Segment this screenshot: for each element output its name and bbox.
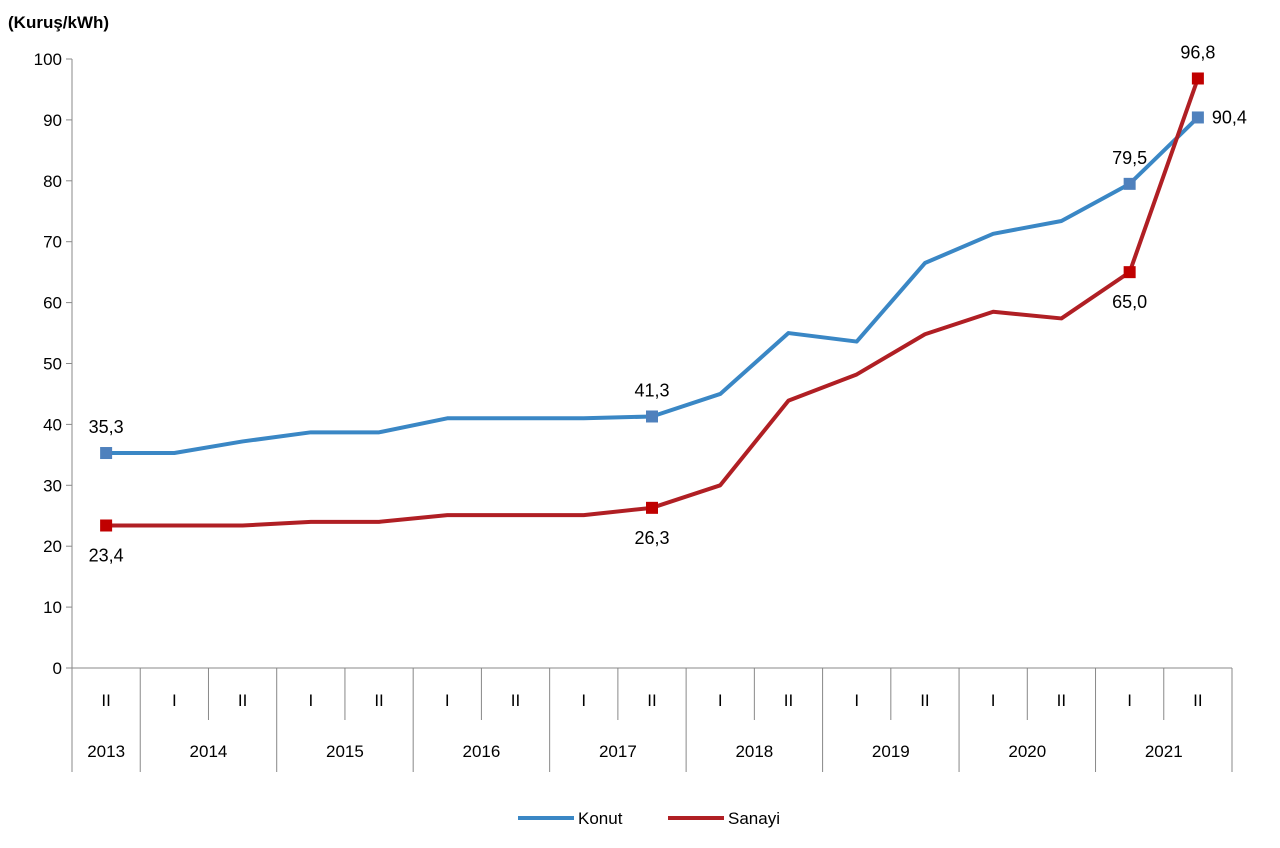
data-point-marker (1123, 266, 1136, 279)
y-tick-label: 10 (43, 598, 62, 617)
x-year-label: 2018 (735, 742, 773, 761)
data-label: 26,3 (634, 528, 669, 548)
y-tick-label: 90 (43, 111, 62, 130)
data-label: 96,8 (1180, 42, 1215, 62)
x-tick-label: I (308, 691, 313, 710)
x-year-label: 2017 (599, 742, 637, 761)
x-tick-label: II (101, 691, 110, 710)
data-point-marker (100, 447, 113, 460)
data-point-marker (1191, 111, 1204, 124)
y-tick-label: 20 (43, 537, 62, 556)
x-tick-label: II (784, 691, 793, 710)
y-tick-label: 100 (34, 50, 62, 69)
x-tick-label: II (511, 691, 520, 710)
x-tick-label: I (991, 691, 996, 710)
x-tick-label: II (1193, 691, 1202, 710)
x-tick-label: I (854, 691, 859, 710)
x-year-label: 2019 (872, 742, 910, 761)
data-point-marker (646, 501, 658, 514)
x-year-label: 2014 (190, 742, 228, 761)
y-tick-label: 70 (43, 233, 62, 252)
y-tick-label: 60 (43, 294, 62, 313)
y-tick-label: 50 (43, 355, 62, 374)
data-label: 65,0 (1112, 292, 1147, 312)
data-label: 41,3 (634, 380, 669, 400)
x-tick-label: I (172, 691, 177, 710)
x-tick-label: II (238, 691, 247, 710)
y-tick-label: 0 (53, 659, 62, 678)
x-tick-label: I (1127, 691, 1132, 710)
data-point-marker (100, 519, 113, 532)
x-tick-label: I (581, 691, 586, 710)
data-label: 23,4 (89, 545, 124, 565)
y-axis-label: (Kuruş/kWh) (8, 13, 109, 32)
x-tick-label: II (920, 691, 929, 710)
legend-label: Konut (578, 809, 623, 828)
data-point-marker (1191, 72, 1204, 85)
series-line-konut (106, 116, 1200, 456)
series-line-sanayi (106, 77, 1200, 528)
x-year-label: 2021 (1145, 742, 1183, 761)
x-year-label: 2013 (87, 742, 125, 761)
data-label: 79,5 (1112, 148, 1147, 168)
x-tick-label: I (718, 691, 723, 710)
x-tick-label: I (445, 691, 450, 710)
x-tick-label: II (374, 691, 383, 710)
data-point-marker (1123, 177, 1136, 190)
data-point-marker (646, 410, 658, 423)
y-tick-label: 40 (43, 415, 62, 434)
y-tick-label: 30 (43, 476, 62, 495)
legend-label: Sanayi (728, 809, 780, 828)
data-label: 35,3 (89, 417, 124, 437)
x-tick-label: II (647, 691, 656, 710)
x-year-label: 2020 (1008, 742, 1046, 761)
y-tick-label: 80 (43, 172, 62, 191)
x-tick-label: II (1057, 691, 1066, 710)
x-year-label: 2015 (326, 742, 364, 761)
x-year-label: 2016 (462, 742, 500, 761)
data-label: 90,4 (1212, 107, 1247, 127)
